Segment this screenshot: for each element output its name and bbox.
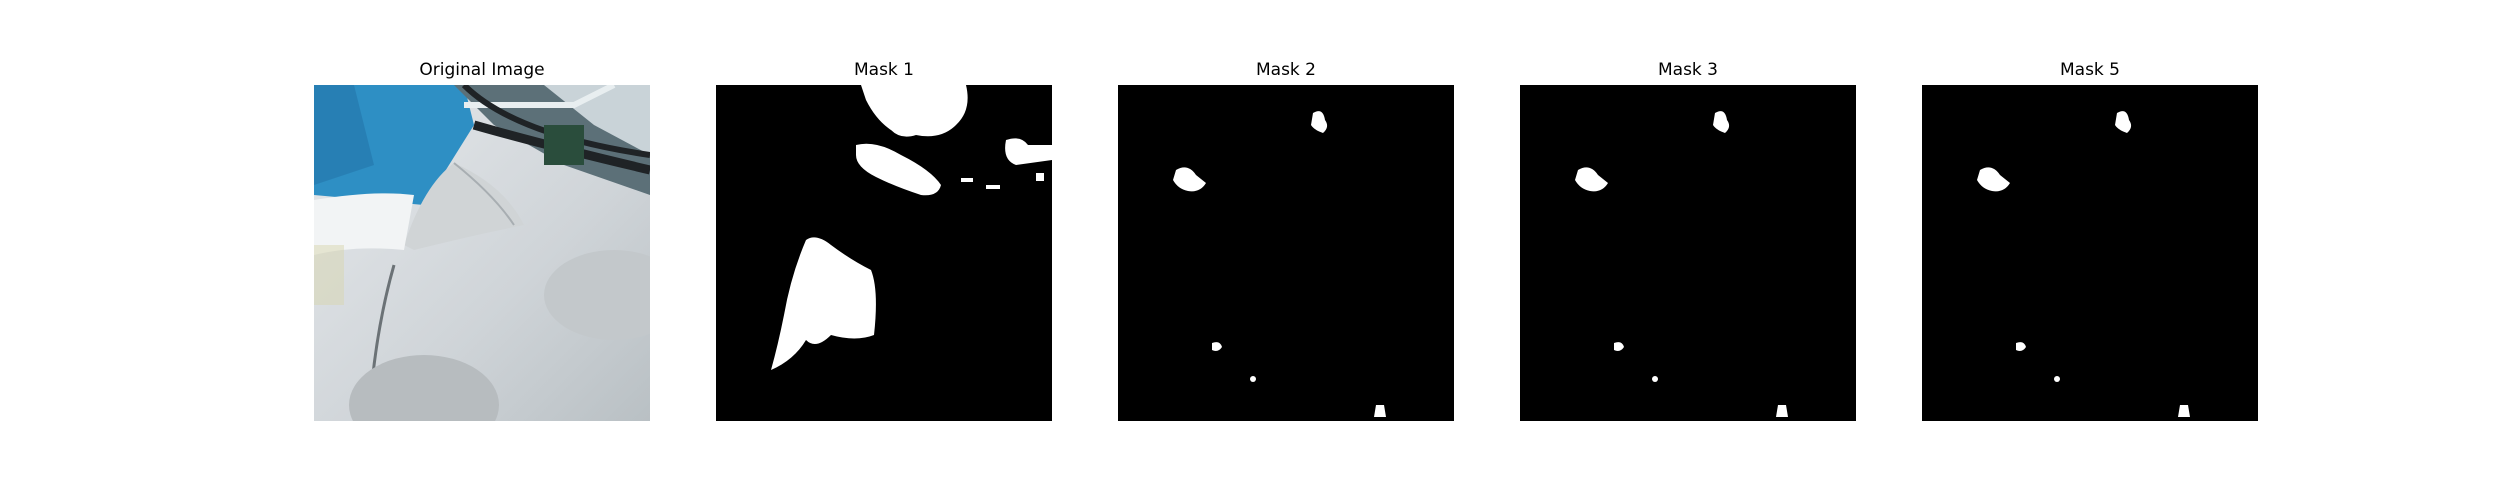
panel-title: Mask 5 <box>2059 60 2120 80</box>
mask-image <box>716 85 1052 421</box>
original-image <box>314 85 650 421</box>
panel-title: Mask 2 <box>1255 60 1316 80</box>
panel-title: Original Image <box>419 60 545 80</box>
panel-title: Mask 1 <box>853 60 914 80</box>
panel-title: Mask 3 <box>1657 60 1718 80</box>
mask-image <box>1922 85 2258 421</box>
mask-image <box>1118 85 1454 421</box>
mask-image <box>1520 85 1856 421</box>
